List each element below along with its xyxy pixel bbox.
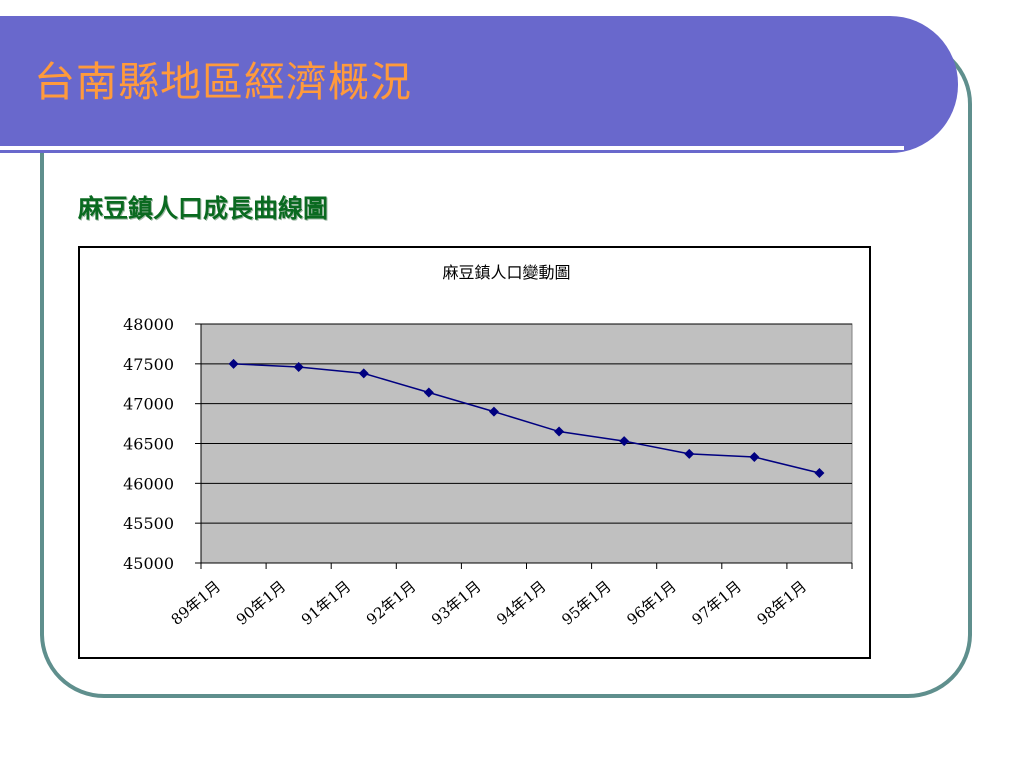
data-point	[423, 387, 434, 398]
data-point	[293, 362, 304, 373]
data-point	[684, 448, 695, 459]
chart-container: 麻豆鎮人口變動圖 45000 45500 46000 46500 47000 47500 48…	[78, 246, 871, 659]
x-tick-label: 91年1月	[298, 577, 354, 628]
x-tick-label: 92年1月	[363, 577, 419, 628]
slide-title: 台南縣地區經濟概況	[34, 58, 412, 106]
series-line	[233, 363, 820, 474]
data-point	[358, 368, 369, 379]
y-tick-label: 47500	[123, 355, 174, 374]
data-point	[554, 426, 565, 437]
chart-title: 麻豆鎮人口變動圖	[442, 263, 570, 282]
data-point	[749, 452, 760, 463]
x-tick-label: 98年1月	[754, 577, 810, 628]
slide-subtitle: 麻豆鎮人口成長曲線圖	[78, 194, 329, 223]
data-point	[814, 467, 825, 478]
y-tick-label: 46000	[123, 474, 174, 493]
y-tick-label: 48000	[123, 315, 174, 334]
data-point	[619, 436, 630, 447]
x-tick-label: 89年1月	[168, 577, 224, 628]
y-tick-label: 46500	[123, 435, 174, 454]
y-tick-label: 47000	[123, 395, 174, 414]
x-tick-label: 97年1月	[688, 577, 744, 628]
data-point	[228, 358, 239, 369]
x-tick-label: 94年1月	[493, 577, 549, 628]
title-bar	[0, 16, 958, 153]
y-tick-label: 45000	[123, 554, 174, 573]
x-tick-label: 93年1月	[428, 577, 484, 628]
title-underline	[0, 146, 904, 150]
x-tick-label: 90年1月	[233, 577, 289, 628]
y-tick-label: 45500	[123, 514, 174, 533]
x-tick-label: 95年1月	[558, 577, 614, 628]
data-point	[488, 406, 499, 417]
x-tick-label: 96年1月	[623, 577, 679, 628]
population-line-chart: 麻豆鎮人口變動圖 45000 45500 46000 46500 47000 47500 48…	[123, 263, 853, 629]
